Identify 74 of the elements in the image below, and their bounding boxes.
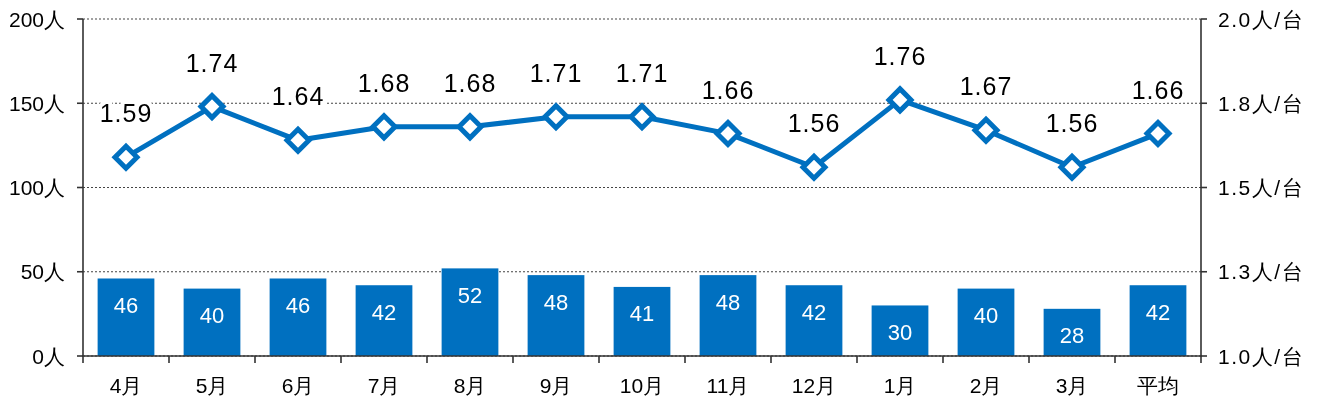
data-label: 1.68 (443, 68, 497, 97)
point (886, 86, 914, 114)
data-label: 30 (887, 319, 913, 345)
data-label: 1.56 (787, 109, 841, 138)
point (456, 113, 484, 141)
data-label: 48 (715, 289, 741, 315)
bar (871, 305, 929, 356)
y-tick-label: 200人 (8, 7, 65, 31)
data-label: 1.68 (357, 68, 411, 97)
x-tick-label: 10月 (619, 374, 665, 397)
bar (699, 275, 757, 356)
point (284, 126, 312, 154)
point (198, 93, 226, 121)
bar (527, 275, 585, 356)
x-tick-label: 3月 (1055, 374, 1089, 397)
bar (183, 288, 241, 356)
data-label: 1.64 (271, 82, 325, 111)
data-label: 46 (113, 292, 139, 318)
point (542, 103, 570, 131)
x-tick-label: 8月 (453, 374, 487, 397)
point (800, 153, 828, 181)
data-label: 52 (457, 282, 483, 308)
point (112, 143, 140, 171)
data-label: 40 (973, 303, 999, 329)
bar (1129, 285, 1187, 356)
data-label: 1.76 (873, 41, 927, 70)
x-tick-label: 5月 (195, 374, 229, 397)
data-label: 1.67 (959, 72, 1013, 101)
y-tick-label: 50人 (20, 260, 65, 284)
data-label: 42 (1145, 299, 1171, 325)
data-label: 1.56 (1045, 109, 1099, 138)
point (370, 113, 398, 141)
x-tick-label: 12月 (791, 374, 837, 397)
data-label: 1.71 (529, 58, 583, 87)
point (1144, 120, 1172, 148)
point (972, 116, 1000, 144)
y-tick-label: 150人 (8, 91, 65, 115)
data-label: 41 (629, 301, 655, 327)
x-tick-label: 4月 (109, 374, 143, 397)
data-label: 1.66 (701, 75, 755, 104)
data-label: 1.74 (185, 48, 239, 77)
y-tick-label: 100人 (8, 176, 65, 199)
bar (97, 278, 155, 356)
data-label: 1.71 (615, 58, 669, 87)
x-tick-label: 6月 (281, 374, 315, 397)
bar (957, 288, 1015, 356)
x-tick-label: 7月 (367, 374, 401, 397)
x-tick-label: 11月 (706, 374, 750, 397)
y2-tick-label: 2.0人/台 (1218, 7, 1305, 31)
y2-tick-label: 1.0人/台 (1218, 344, 1305, 368)
data-label: 1.59 (99, 99, 153, 128)
bar (613, 286, 671, 356)
x-tick-label: 平均 (1137, 374, 1179, 397)
bar (441, 268, 499, 356)
x-tick-label: 9月 (539, 374, 573, 397)
point (628, 103, 656, 131)
bar (785, 285, 843, 356)
bar (269, 278, 327, 356)
y2-tick-label: 1.8人/台 (1218, 91, 1305, 115)
point (714, 120, 742, 148)
data-label: 1.66 (1131, 75, 1185, 104)
data-label: 48 (543, 289, 569, 315)
data-label: 42 (371, 299, 397, 325)
data-label: 46 (285, 292, 311, 318)
y2-tick-label: 1.3人/台 (1218, 260, 1305, 284)
data-label: 42 (801, 299, 827, 325)
x-tick-label: 1月 (883, 374, 917, 397)
data-label: 28 (1059, 323, 1085, 349)
y2-tick-label: 1.5人/台 (1218, 176, 1305, 199)
point (1058, 153, 1086, 181)
data-label: 40 (199, 303, 225, 329)
bar (355, 285, 413, 356)
y-tick-label: 0人 (32, 344, 65, 368)
x-tick-label: 2月 (969, 374, 1003, 397)
